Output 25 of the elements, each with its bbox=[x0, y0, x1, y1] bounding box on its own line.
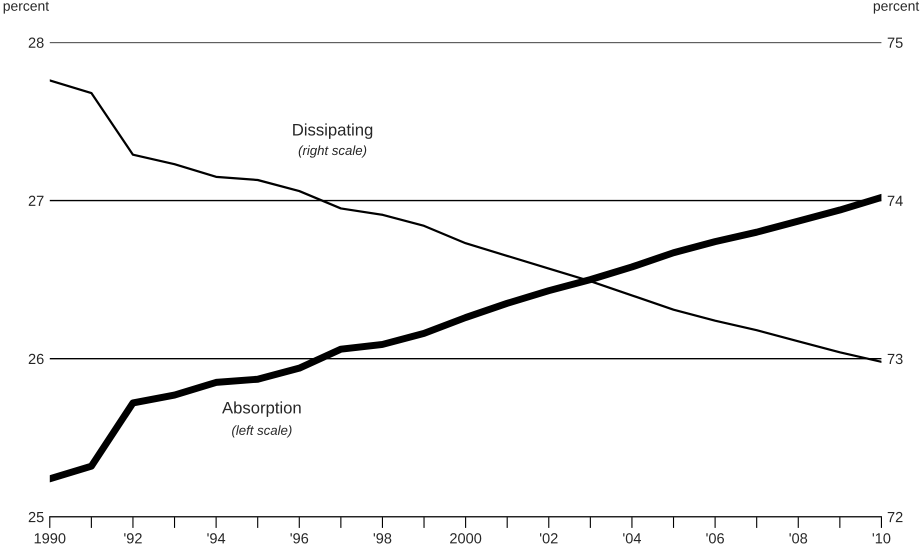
x-tick-label: '92 bbox=[124, 533, 142, 544]
x-tick-label: '08 bbox=[790, 533, 808, 544]
annotation: Absorption bbox=[222, 401, 301, 417]
x-tick-label: '98 bbox=[374, 533, 392, 544]
x-tick-label: '02 bbox=[540, 533, 558, 544]
x-tick-label: 1990 bbox=[34, 533, 66, 544]
x-tick-label: '94 bbox=[207, 533, 226, 544]
y2-tick-label: 75 bbox=[888, 38, 903, 48]
y2-tick-label: 73 bbox=[888, 354, 903, 364]
annotation: (left scale) bbox=[232, 425, 292, 438]
annotation: (right scale) bbox=[298, 145, 366, 158]
x-tick-label: '04 bbox=[623, 533, 642, 544]
y-tick-label: 25 bbox=[28, 512, 44, 522]
x-tick-label: '96 bbox=[290, 533, 308, 544]
y-tick-label: 27 bbox=[28, 196, 44, 206]
annotation: Dissipating bbox=[293, 123, 372, 139]
y2-axis-title: percent bbox=[874, 2, 920, 14]
y2-tick-label: 74 bbox=[888, 196, 903, 206]
y-axis-title: percent bbox=[4, 2, 49, 14]
x-tick-label: '06 bbox=[706, 533, 724, 544]
y-tick-label: 26 bbox=[28, 354, 44, 364]
x-tick-label: '10 bbox=[872, 533, 890, 544]
x-tick-label: 2000 bbox=[450, 533, 482, 544]
y-tick-label: 28 bbox=[28, 38, 44, 48]
y2-tick-label: 72 bbox=[888, 512, 902, 522]
